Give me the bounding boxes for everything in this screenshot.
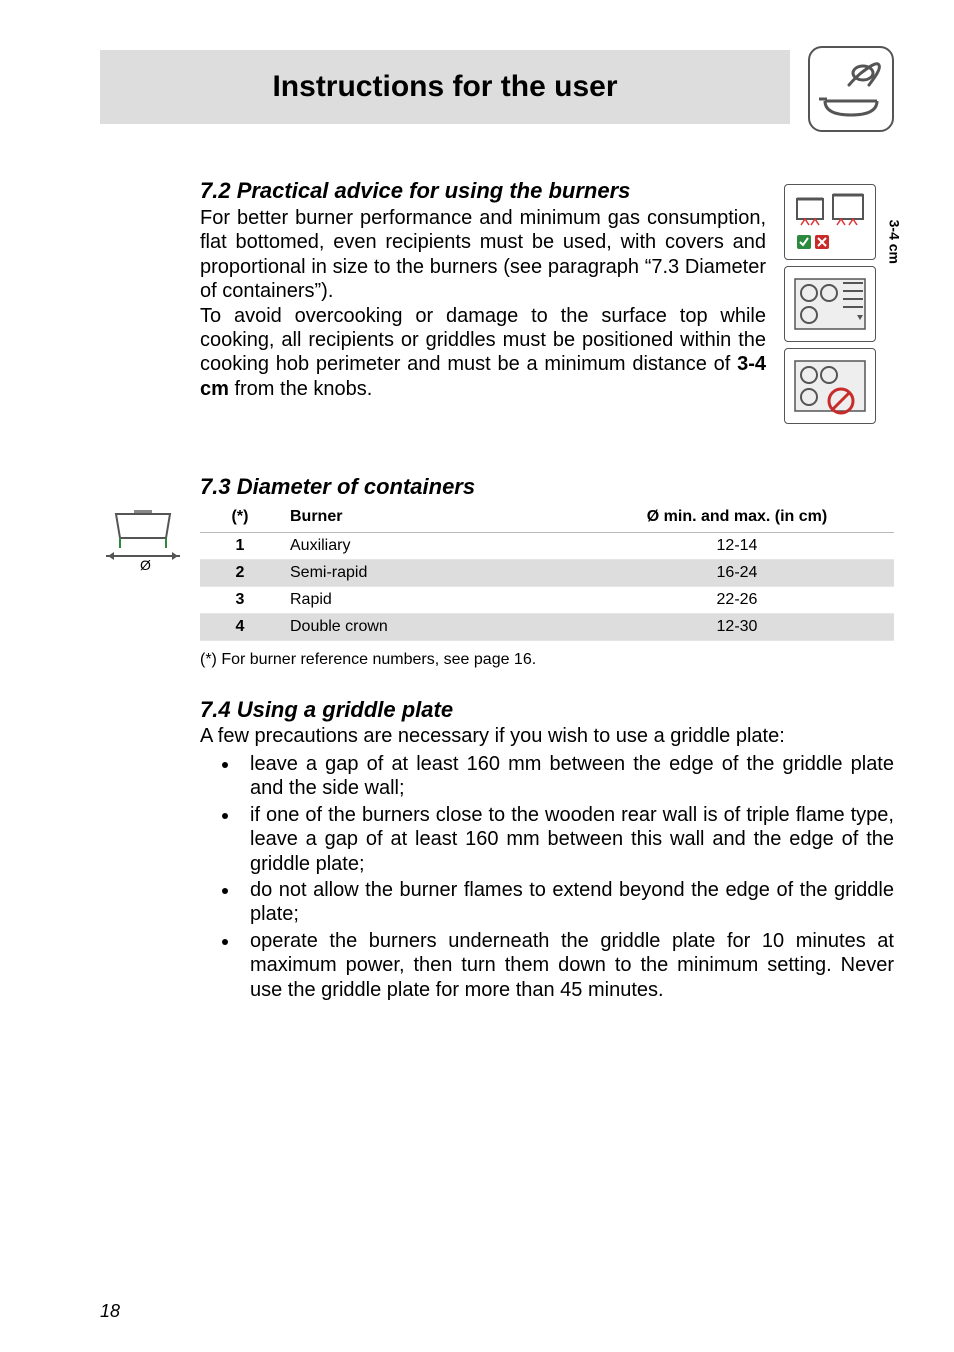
section-7-2: 7.2 Practical advice for using the burne… (200, 178, 894, 424)
cell-ref: 2 (200, 560, 280, 587)
col-diameter-header: Ø min. and max. (in cm) (580, 502, 894, 533)
col-burner-header: Burner (280, 502, 580, 533)
container-diameter-table: (*) Burner Ø min. and max. (in cm) 1Auxi… (200, 502, 894, 641)
cell-ref: 1 (200, 533, 280, 560)
footnote-7-3: (*) For burner reference numbers, see pa… (200, 651, 894, 669)
table-row: 4Double crown12-30 (200, 614, 894, 641)
heading-7-4: 7.4 Using a griddle plate (200, 697, 894, 723)
table-row: 3Rapid22-26 (200, 587, 894, 614)
heading-7-2: 7.2 Practical advice for using the burne… (200, 178, 766, 204)
cell-diameter: 12-30 (580, 614, 894, 641)
list-item: operate the burners underneath the gridd… (240, 929, 894, 1002)
pot-correct-incorrect-icon (784, 184, 876, 260)
page-header: Instructions for the user (100, 50, 894, 132)
para-7-2-2-pre: To avoid overcooking or damage to the su… (200, 305, 766, 376)
cell-burner: Rapid (280, 587, 580, 614)
spoon-pan-icon (808, 46, 894, 132)
section-7-4: 7.4 Using a griddle plate A few precauti… (200, 697, 894, 1002)
cell-burner: Auxiliary (280, 533, 580, 560)
header-title-bar: Instructions for the user (100, 50, 790, 124)
header-title: Instructions for the user (272, 70, 617, 104)
cell-ref: 3 (200, 587, 280, 614)
cell-ref: 4 (200, 614, 280, 641)
para-7-2-2: To avoid overcooking or damage to the su… (200, 304, 766, 402)
list-item: do not allow the burner flames to extend… (240, 878, 894, 927)
section-7-3: 7.3 Diameter of containers Ø (*) (100, 474, 894, 669)
clearance-label: 3-4 cm (886, 220, 902, 264)
cooktop-figure-group: 3-4 cm (784, 184, 894, 424)
cell-diameter: 12-14 (580, 533, 894, 560)
cell-burner: Double crown (280, 614, 580, 641)
list-item: leave a gap of at least 160 mm between t… (240, 752, 894, 801)
table-row: 1Auxiliary12-14 (200, 533, 894, 560)
col-ref-header: (*) (200, 502, 280, 533)
container-diameter-icon: Ø (100, 506, 186, 577)
cell-burner: Semi-rapid (280, 560, 580, 587)
page-number: 18 (100, 1301, 120, 1322)
para-7-2-1: For better burner performance and minimu… (200, 206, 766, 304)
hob-wrong-placement-icon (784, 348, 876, 424)
intro-7-4: A few precautions are necessary if you w… (200, 725, 894, 748)
para-7-2-2-post: from the knobs. (229, 378, 372, 400)
diameter-symbol-text: Ø (140, 557, 151, 572)
list-item: if one of the burners close to the woode… (240, 803, 894, 876)
heading-7-3: 7.3 Diameter of containers (200, 474, 894, 500)
table-row: 2Semi-rapid16-24 (200, 560, 894, 587)
griddle-precautions-list: leave a gap of at least 160 mm between t… (200, 752, 894, 1002)
cell-diameter: 22-26 (580, 587, 894, 614)
hob-clearance-icon (784, 266, 876, 342)
cell-diameter: 16-24 (580, 560, 894, 587)
